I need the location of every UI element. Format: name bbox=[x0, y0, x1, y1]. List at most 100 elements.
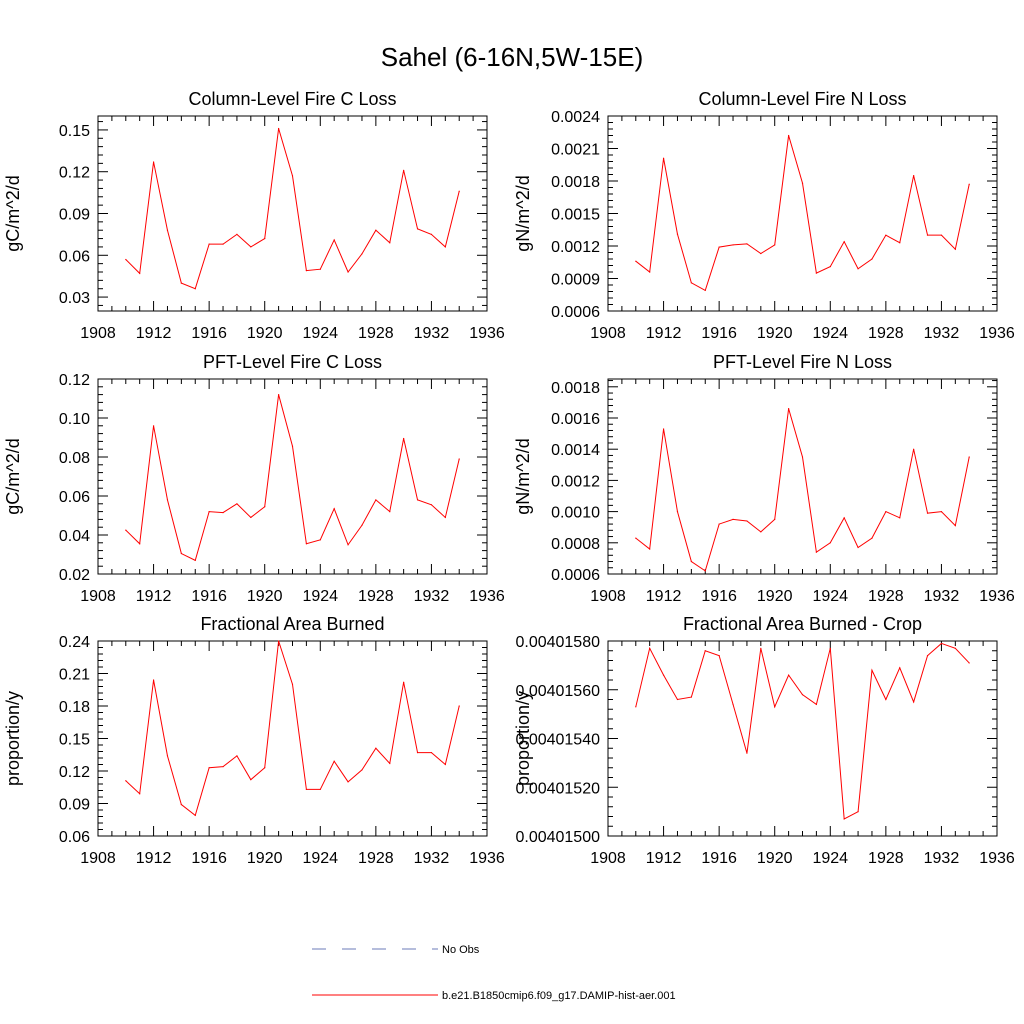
x-tick-label: 1912 bbox=[646, 588, 682, 605]
x-tick-label: 1920 bbox=[247, 588, 283, 605]
x-tick-label: 1932 bbox=[414, 588, 450, 605]
data-point bbox=[899, 667, 901, 669]
data-point bbox=[319, 788, 321, 791]
x-tick-label: 1920 bbox=[757, 588, 793, 605]
x-tick-label: 1928 bbox=[358, 850, 394, 867]
data-point bbox=[264, 237, 266, 240]
x-tick-label: 1908 bbox=[590, 850, 626, 867]
y-tick-label: 0.00401520 bbox=[515, 780, 600, 797]
data-point bbox=[278, 394, 280, 396]
data-point bbox=[250, 779, 252, 781]
data-point bbox=[166, 499, 169, 501]
series-line bbox=[125, 394, 460, 562]
plot-frame bbox=[97, 378, 488, 575]
data-point bbox=[690, 696, 692, 698]
plot-frame bbox=[97, 640, 488, 837]
data-point bbox=[746, 243, 748, 245]
data-point bbox=[250, 246, 252, 248]
y-tick-label: 0.0009 bbox=[551, 272, 600, 289]
data-point bbox=[885, 511, 887, 513]
legend-label-model: b.e21.B1850cmip6.f09_g17.DAMIP-hist-aer.… bbox=[442, 990, 676, 1002]
data-point bbox=[926, 655, 929, 657]
legend: No Obs b.e21.B1850cmip6.f09_g17.DAMIP-hi… bbox=[312, 944, 676, 1002]
y-tick-label: 0.0014 bbox=[551, 442, 600, 459]
data-point bbox=[676, 511, 679, 513]
data-point bbox=[194, 288, 196, 290]
data-point bbox=[347, 271, 349, 273]
data-point bbox=[444, 763, 446, 766]
data-point bbox=[718, 246, 720, 248]
data-point bbox=[788, 674, 790, 676]
data-point bbox=[222, 766, 224, 768]
y-axis-label: proportion/y bbox=[513, 691, 533, 786]
y-tick-label: 0.12 bbox=[59, 165, 90, 182]
x-tick-label: 1936 bbox=[469, 850, 505, 867]
y-tick-label: 0.0012 bbox=[551, 239, 600, 256]
y-tick-label: 0.03 bbox=[59, 290, 90, 307]
data-point bbox=[899, 242, 901, 244]
data-point bbox=[403, 169, 405, 171]
data-point bbox=[704, 289, 706, 292]
data-point bbox=[857, 811, 859, 813]
x-tick-label: 1928 bbox=[358, 325, 394, 342]
data-point bbox=[662, 674, 665, 676]
x-tick-label: 1920 bbox=[757, 850, 793, 867]
data-point bbox=[871, 258, 873, 260]
data-point bbox=[236, 233, 238, 235]
data-point bbox=[829, 265, 831, 268]
y-tick-label: 0.00401540 bbox=[515, 732, 600, 749]
data-point bbox=[333, 239, 335, 241]
data-point bbox=[430, 233, 433, 235]
legend-label-no-obs: No Obs bbox=[442, 944, 480, 956]
data-point bbox=[649, 647, 651, 649]
x-tick-label: 1928 bbox=[358, 588, 394, 605]
data-point bbox=[843, 517, 845, 519]
data-point bbox=[361, 524, 363, 526]
y-tick-label: 0.0008 bbox=[551, 536, 600, 553]
data-point bbox=[125, 258, 127, 261]
data-point bbox=[829, 647, 831, 649]
data-point bbox=[458, 190, 460, 192]
data-point bbox=[180, 803, 182, 806]
x-tick-label: 1912 bbox=[136, 588, 172, 605]
data-point bbox=[208, 767, 210, 769]
data-point bbox=[718, 655, 720, 657]
y-tick-label: 0.0015 bbox=[551, 207, 600, 224]
data-point bbox=[940, 511, 943, 513]
plot-frame bbox=[607, 378, 998, 575]
data-point bbox=[843, 241, 845, 243]
x-tick-label: 1932 bbox=[414, 325, 450, 342]
y-tick-label: 0.0024 bbox=[551, 109, 600, 126]
data-point bbox=[732, 518, 734, 521]
data-point bbox=[801, 182, 804, 184]
y-tick-label: 0.09 bbox=[59, 207, 90, 224]
y-tick-label: 0.06 bbox=[59, 489, 90, 506]
x-tick-label: 1916 bbox=[701, 325, 737, 342]
data-point bbox=[389, 511, 391, 513]
plot-frame bbox=[607, 640, 998, 837]
y-tick-label: 0.0010 bbox=[551, 505, 600, 522]
chart-panel: Column-Level Fire C Loss 1908 1912 1916 1920… bbox=[3, 89, 505, 342]
chart-panel: Fractional Area Burned 1908 1912 1916 1920 19… bbox=[3, 614, 505, 867]
x-tick-label: 1932 bbox=[924, 588, 960, 605]
data-point bbox=[333, 760, 335, 762]
data-point bbox=[704, 570, 706, 572]
data-point bbox=[152, 679, 155, 681]
data-point bbox=[319, 539, 321, 541]
data-point bbox=[444, 246, 446, 248]
data-point bbox=[774, 518, 776, 521]
chart-panel: Column-Level Fire N Loss 1908 1912 1916 1920… bbox=[513, 89, 1015, 342]
data-point bbox=[801, 456, 804, 458]
data-point bbox=[361, 253, 363, 255]
y-tick-label: 0.06 bbox=[59, 248, 90, 265]
data-point bbox=[208, 243, 210, 245]
data-point bbox=[885, 234, 887, 236]
y-tick-label: 0.08 bbox=[59, 450, 90, 467]
data-point bbox=[305, 270, 307, 272]
data-point bbox=[635, 537, 637, 539]
data-point bbox=[829, 542, 831, 544]
y-tick-label: 0.0016 bbox=[551, 411, 600, 428]
data-point bbox=[180, 552, 182, 555]
chart-panel: PFT-Level Fire N Loss 1908 1912 1916 1920 192… bbox=[513, 352, 1015, 605]
data-point bbox=[760, 647, 762, 649]
